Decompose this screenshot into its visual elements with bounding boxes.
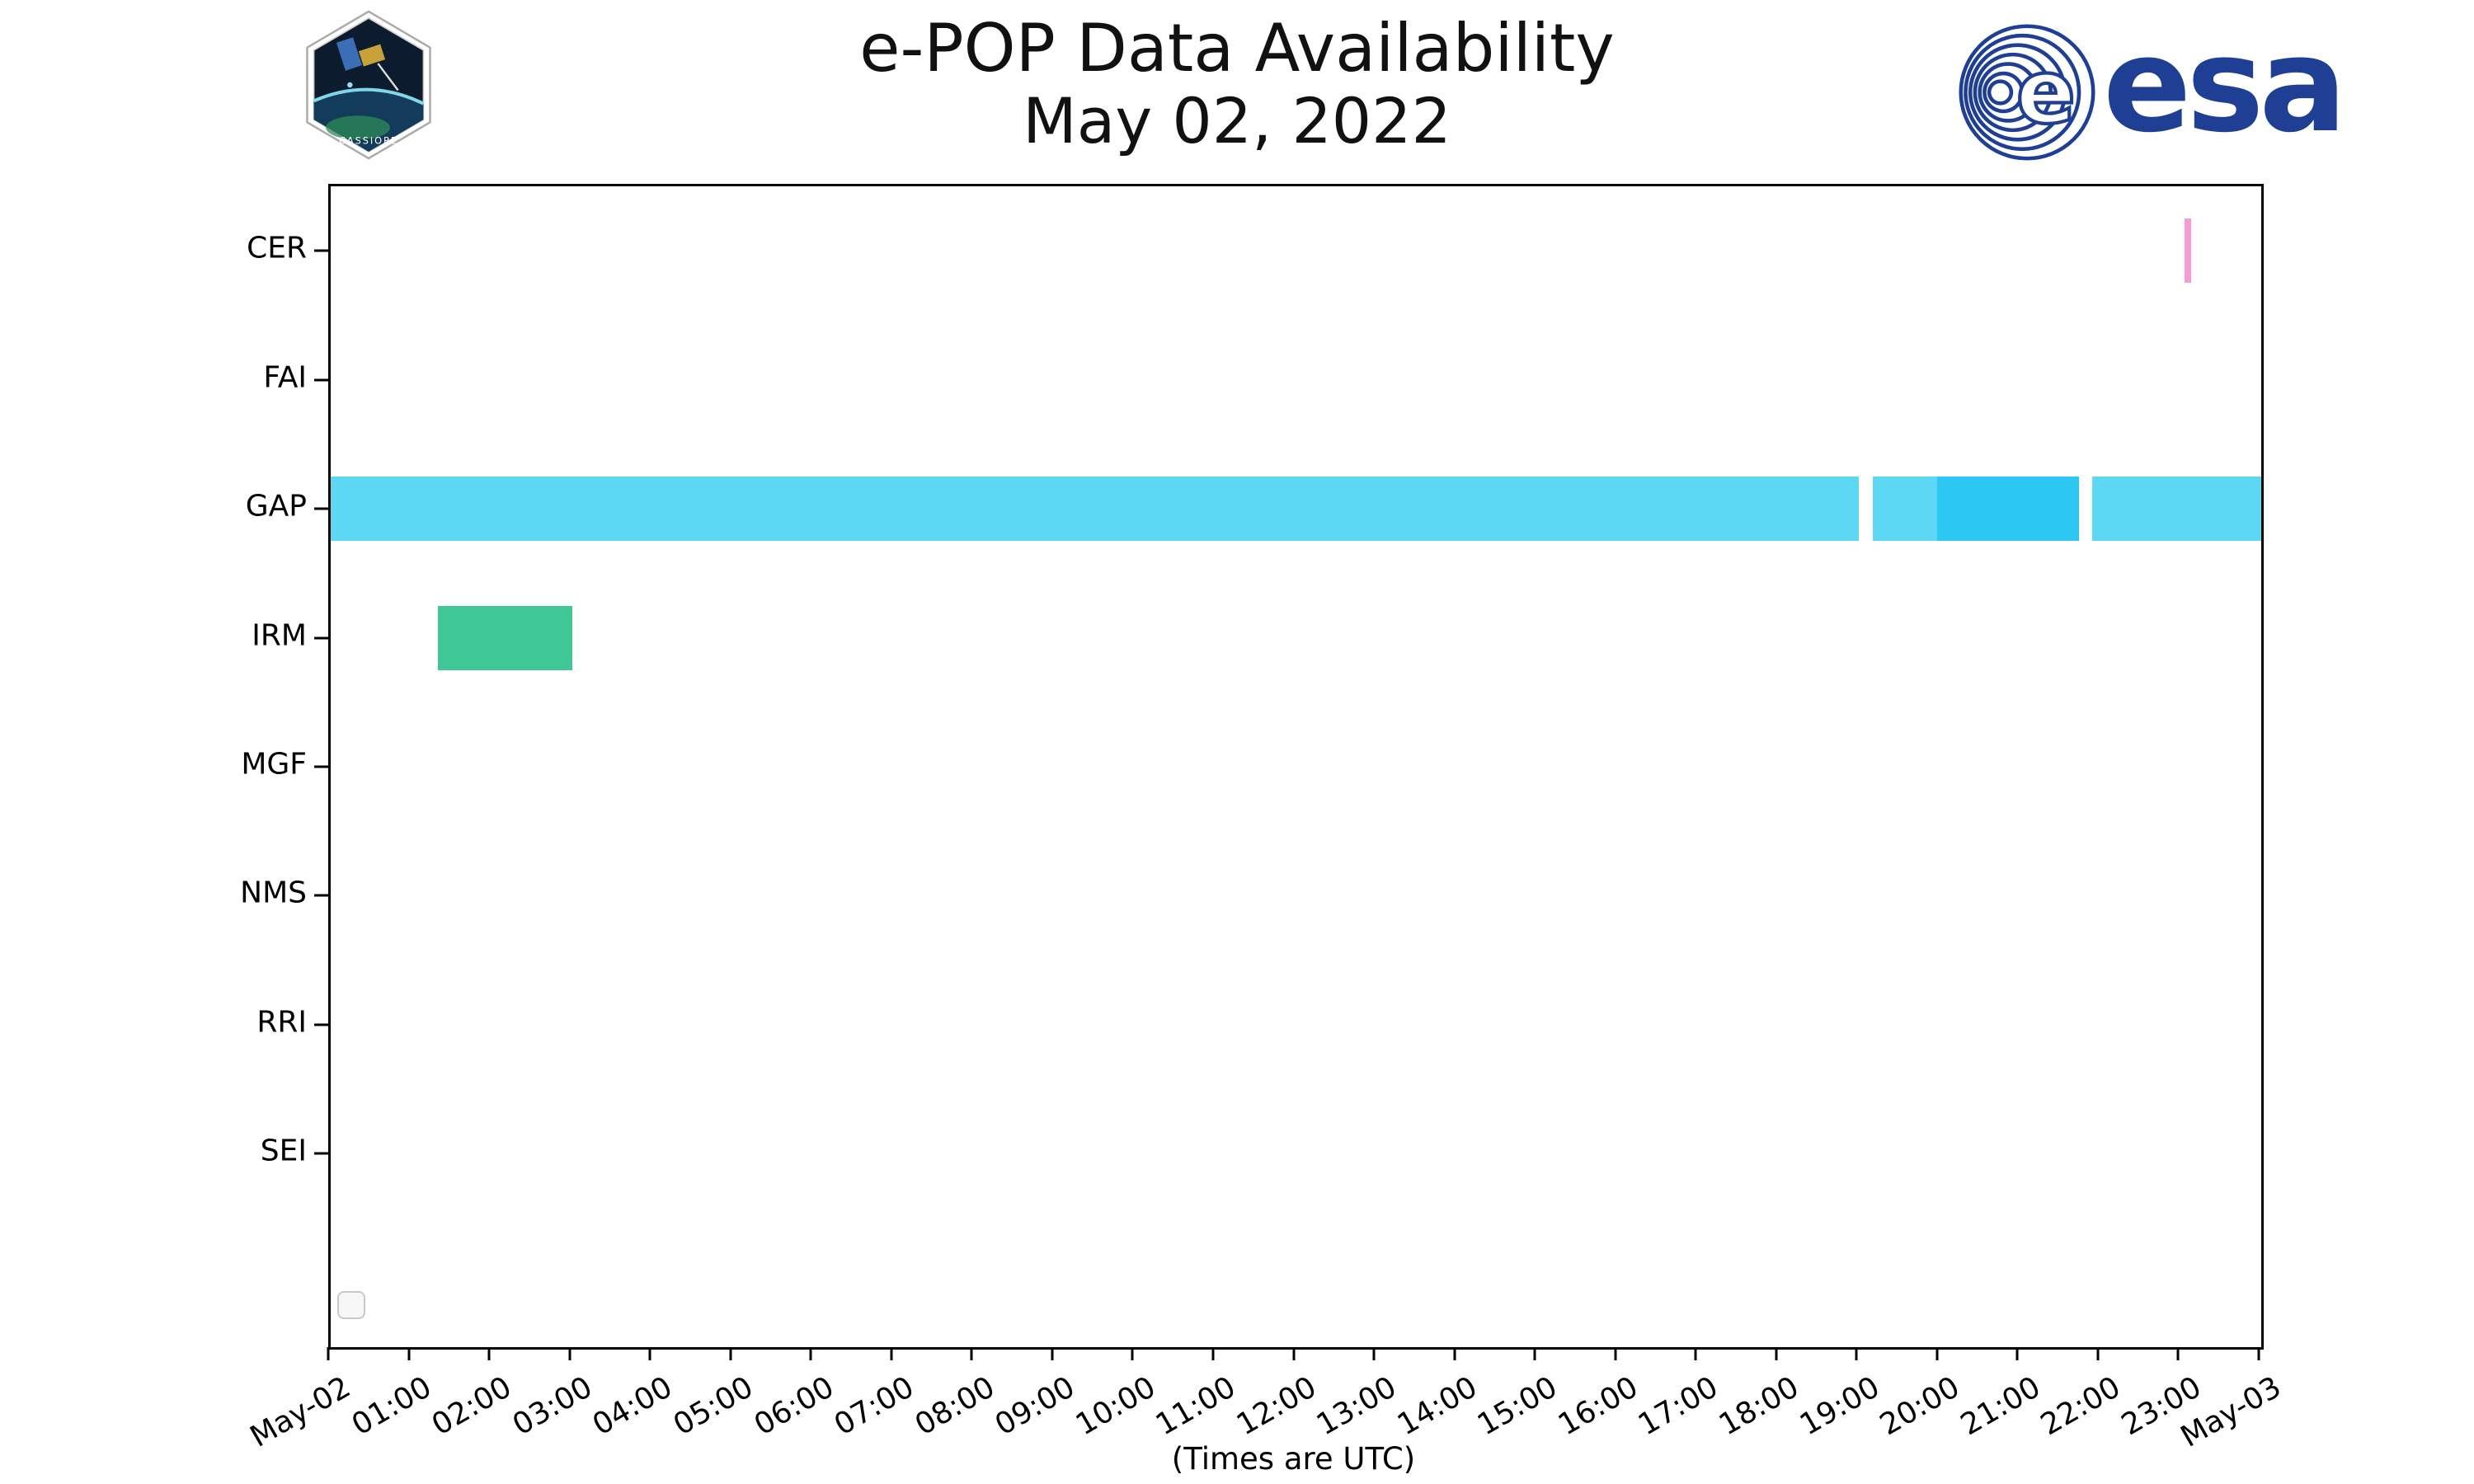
x-tick bbox=[1051, 1347, 1054, 1360]
chart-subtitle-date: May 02, 2022 bbox=[1023, 83, 1451, 157]
esa-wordmark: esa bbox=[2103, 10, 2347, 162]
row-label-nms: NMS bbox=[240, 876, 307, 910]
row-label-sei: SEI bbox=[260, 1134, 307, 1168]
row-label-fai: FAI bbox=[263, 360, 307, 395]
x-tick-label: 19:00 bbox=[1794, 1370, 1885, 1443]
x-tick bbox=[1935, 1347, 1939, 1360]
cassiope-patch-icon: CASSIOPE bbox=[306, 10, 431, 160]
y-tick bbox=[314, 894, 328, 897]
x-tick bbox=[407, 1347, 411, 1360]
y-tick bbox=[314, 765, 328, 768]
cassiope-logo: CASSIOPE bbox=[302, 10, 435, 160]
esa-globe-icon: e bbox=[1959, 24, 2095, 161]
row-label-rri: RRI bbox=[256, 1005, 307, 1040]
y-tick bbox=[314, 507, 328, 510]
x-tick bbox=[1131, 1347, 1134, 1360]
availability-bar-cer bbox=[2185, 218, 2192, 284]
row-label-mgf: MGF bbox=[241, 747, 307, 782]
svg-text:e: e bbox=[2016, 41, 2077, 143]
x-tick bbox=[1372, 1347, 1376, 1360]
y-tick bbox=[314, 636, 328, 640]
x-tick-label: 05:00 bbox=[667, 1370, 760, 1443]
x-tick-label: 20:00 bbox=[1874, 1370, 1966, 1443]
x-tick-label: 15:00 bbox=[1472, 1370, 1564, 1443]
x-tick-label: 17:00 bbox=[1633, 1370, 1724, 1443]
x-tick-label: 16:00 bbox=[1552, 1370, 1644, 1443]
esa-logo: e esa bbox=[1956, 10, 2347, 163]
chart-title: e-POP Data Availability bbox=[859, 10, 1615, 87]
availability-bar-gap bbox=[331, 477, 1860, 542]
availability-bar-irm bbox=[437, 605, 572, 670]
y-tick bbox=[314, 1023, 328, 1026]
x-tick-label: 09:00 bbox=[990, 1370, 1081, 1443]
x-tick-label: 14:00 bbox=[1391, 1370, 1484, 1443]
x-tick bbox=[1292, 1347, 1295, 1360]
x-tick bbox=[648, 1347, 651, 1360]
x-tick bbox=[327, 1347, 330, 1360]
x-tick-label: 03:00 bbox=[506, 1370, 599, 1443]
row-label-irm: IRM bbox=[252, 618, 307, 653]
cassiope-patch-label: CASSIOPE bbox=[339, 134, 398, 146]
x-tick bbox=[729, 1347, 732, 1360]
y-tick bbox=[314, 1152, 328, 1155]
x-tick-label: 11:00 bbox=[1150, 1370, 1242, 1443]
x-tick bbox=[1855, 1347, 1858, 1360]
x-tick bbox=[970, 1347, 973, 1360]
x-tick-label: 21:00 bbox=[1954, 1370, 2046, 1443]
x-tick bbox=[2257, 1347, 2260, 1360]
x-tick-label: 18:00 bbox=[1713, 1370, 1805, 1443]
x-tick-label: 10:00 bbox=[1070, 1370, 1161, 1443]
x-tick bbox=[2096, 1347, 2100, 1360]
x-tick-label: 06:00 bbox=[748, 1370, 840, 1443]
x-tick bbox=[1775, 1347, 1778, 1360]
x-tick bbox=[1211, 1347, 1215, 1360]
x-tick-label: 02:00 bbox=[426, 1370, 518, 1443]
row-label-gap: GAP bbox=[245, 489, 307, 524]
x-tick bbox=[809, 1347, 812, 1360]
y-tick bbox=[314, 378, 328, 382]
x-tick-label: 01:00 bbox=[346, 1370, 438, 1443]
row-label-cer: CER bbox=[247, 231, 307, 265]
x-tick bbox=[1533, 1347, 1536, 1360]
availability-bar-gap bbox=[2092, 477, 2261, 542]
x-tick bbox=[1453, 1347, 1456, 1360]
time-zone-note: (Times are UTC) bbox=[1171, 1441, 1416, 1477]
availability-bar-gap bbox=[1936, 477, 2079, 542]
legend-placeholder bbox=[337, 1291, 365, 1319]
x-tick-label: 13:00 bbox=[1311, 1370, 1403, 1443]
x-tick bbox=[568, 1347, 571, 1360]
x-tick bbox=[487, 1347, 491, 1360]
x-tick bbox=[1614, 1347, 1617, 1360]
plot-area bbox=[314, 184, 2264, 1350]
availability-bar-gap bbox=[1872, 477, 1937, 542]
y-axis-labels: CER FAI GAP IRM MGF NMS RRI SEI bbox=[0, 184, 307, 1345]
x-tick-label: 07:00 bbox=[828, 1370, 920, 1443]
x-tick-label: 22:00 bbox=[2035, 1370, 2127, 1443]
x-tick bbox=[1694, 1347, 1697, 1360]
page-title: e-POP Data Availability May 02, 2022 bbox=[0, 12, 2474, 156]
x-tick bbox=[2176, 1347, 2180, 1360]
x-tick-label: 04:00 bbox=[587, 1370, 679, 1443]
y-tick bbox=[314, 249, 328, 252]
x-tick-label: 12:00 bbox=[1230, 1370, 1322, 1443]
x-tick-label: 08:00 bbox=[909, 1370, 1000, 1443]
x-tick bbox=[890, 1347, 893, 1360]
x-tick bbox=[2015, 1347, 2019, 1360]
